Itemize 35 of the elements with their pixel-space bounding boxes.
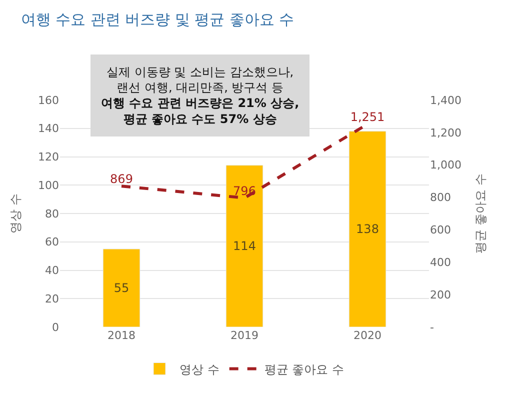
y-tick-label: 140 [38,122,59,136]
y-tick-label: 40 [45,264,59,278]
bar [348,130,386,327]
y2-tick-label: 1,400 [430,94,462,107]
x-tick-label: 2019 [230,329,258,342]
y-tick-label: 80 [45,207,59,220]
y2-tick-label: 600 [430,224,451,237]
y2-tick-label: 1,200 [430,126,462,140]
legend-label: 평균 좋아요 수 [264,362,344,376]
data-label: 138 [356,222,379,236]
bar [226,165,264,327]
y-tick-label: 160 [38,94,59,107]
y-tick-label: 120 [38,150,59,164]
data-label: 114 [233,239,256,254]
y2-tick-label: - [430,320,434,334]
data-label: 55 [114,280,130,295]
y-tick-label: 0 [52,320,59,334]
data-label: 869 [110,172,133,186]
chart-title: 여행 수요 관련 버즈량 및 평균 좋아요 수 [20,10,294,28]
annotation: 여행 수요 관련 버즈량은 21% 상승, 평균 좋아요 수도 57% 상승 [101,96,300,126]
legend-label: 영상 수 [180,362,220,376]
y-tick-label: 20 [45,292,59,306]
y2-axis-title: 평균 좋아요 수 [473,174,488,254]
data-label: 1,251 [350,110,385,124]
x-tick-label: 2020 [354,329,382,342]
y-axis-title: 영상 수 [8,194,22,234]
y2-tick-label: 800 [430,191,451,204]
y2-tick-label: 1,000 [430,158,462,172]
bar [102,248,140,327]
y-tick-label: 60 [45,236,59,249]
x-tick-label: 2018 [108,329,136,342]
y2-tick-label: 200 [430,288,451,302]
y2-tick-label: 400 [430,256,451,269]
y-tick-label: 100 [38,178,59,192]
text: 실제 이동량 및 소비는 감소했으나, 랜선 여행, 대리만족, 방구석 등 [106,65,294,95]
